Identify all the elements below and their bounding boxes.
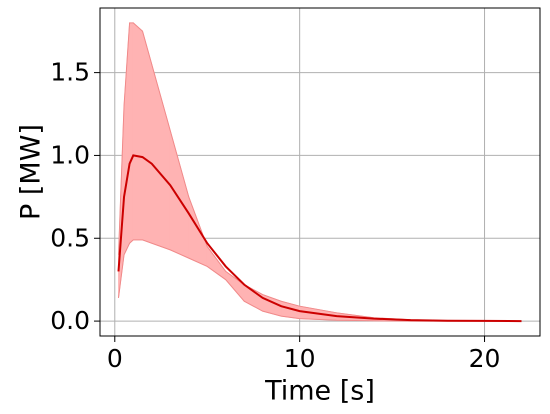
band-segment bbox=[132, 22, 143, 241]
band-segment bbox=[151, 64, 171, 251]
x-tick-label: 20 bbox=[469, 344, 501, 373]
band-segment bbox=[169, 130, 190, 259]
band-segment bbox=[188, 196, 208, 268]
band-edge bbox=[117, 239, 522, 322]
series-line bbox=[117, 154, 522, 323]
y-tick-label: 0.5 bbox=[50, 223, 90, 252]
y-tick-label: 0.0 bbox=[50, 306, 90, 335]
band-segment bbox=[243, 283, 264, 312]
plot-frame bbox=[99, 7, 541, 337]
x-tick-label: 0 bbox=[107, 344, 123, 373]
x-axis-label: Time [s] bbox=[264, 376, 375, 407]
x-tick-label: 10 bbox=[284, 344, 316, 373]
y-axis-label: P [MW] bbox=[16, 124, 47, 220]
y-tick-label: 1.5 bbox=[50, 58, 90, 87]
band-segment bbox=[129, 22, 134, 245]
y-tick-label: 1.0 bbox=[50, 140, 90, 169]
band-segment bbox=[142, 31, 153, 244]
